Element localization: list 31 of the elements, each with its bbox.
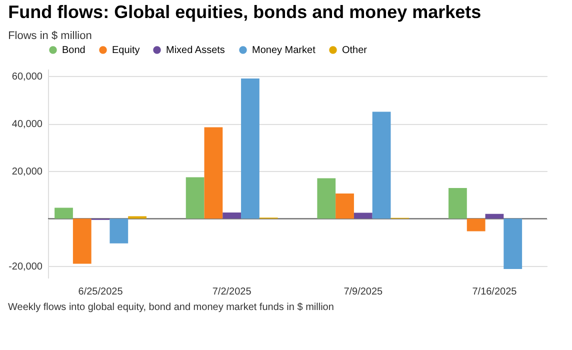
text: Weekly flows into global equity, bond and money market funds in $ million [8, 302, 335, 313]
legend-label: Mixed Assets [166, 45, 225, 56]
bar [336, 193, 354, 219]
y-tick-label: 60,000 [12, 72, 43, 83]
y-tick-label: 40,000 [12, 119, 43, 130]
x-tick-label: 7/9/2025 [344, 286, 384, 298]
bar [186, 177, 204, 219]
x-tick-label: 7/16/2025 [472, 286, 518, 298]
bar [72, 218, 92, 264]
y-tick-label: 20,000 [12, 166, 43, 178]
chart-title: Fund flows: Global equities, bonds and money markets [8, 2, 482, 22]
bar [504, 218, 522, 269]
x-tick-label: 6/25/2025 [78, 286, 124, 298]
legend-label: Bond [62, 45, 86, 56]
legend-label: Money Market [252, 45, 316, 56]
legend-label: Equity [112, 45, 140, 56]
bar [110, 218, 128, 244]
bar [241, 78, 260, 219]
bar [222, 212, 242, 219]
chart-subtitle: Flows in $ million [8, 30, 92, 42]
legend-label: Other [342, 45, 368, 56]
bar [372, 112, 391, 219]
bar [466, 218, 486, 232]
bar [448, 188, 467, 219]
bar [204, 127, 223, 219]
bar [354, 212, 372, 219]
x-tick-label: 7/2/2025 [212, 286, 252, 298]
y-tick-label: -20,000 [8, 262, 43, 273]
bar [317, 178, 336, 219]
bar [485, 214, 504, 219]
bar [54, 208, 73, 219]
